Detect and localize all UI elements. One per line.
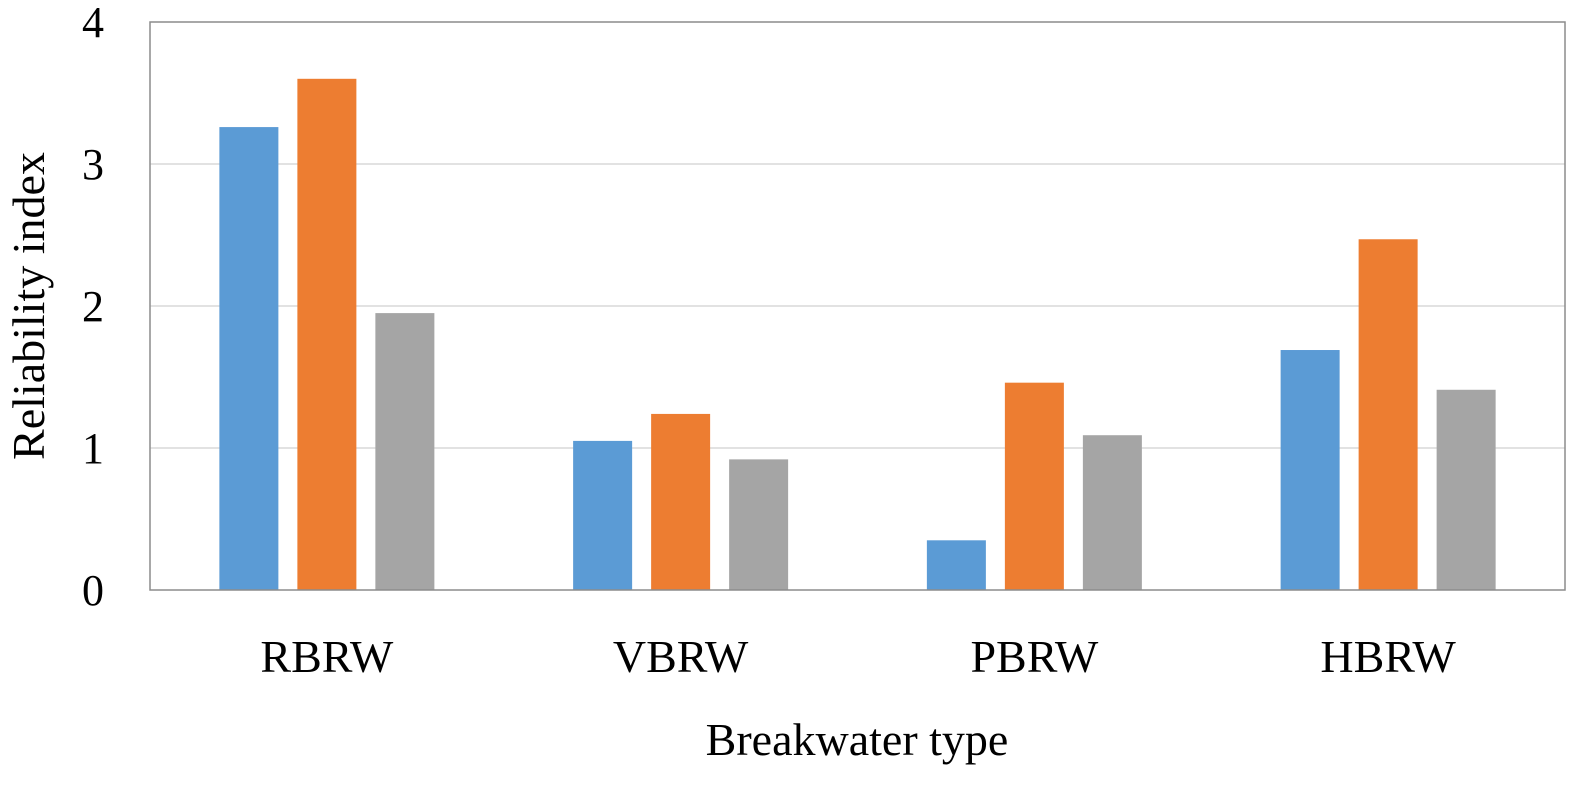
- bar-pbrw-series-1: [926, 540, 986, 590]
- y-tick-label: 4: [82, 0, 104, 47]
- x-tick-label: PBRW: [970, 631, 1098, 682]
- y-axis-title: Reliability index: [3, 152, 54, 460]
- bars: [219, 78, 1496, 591]
- bar-pbrw-series-3: [1082, 435, 1142, 590]
- x-axis-title: Breakwater type: [706, 714, 1009, 765]
- gridlines: [150, 163, 1565, 449]
- bar-rbrw-series-2: [297, 78, 357, 591]
- y-tick-label: 2: [82, 282, 104, 331]
- x-tick-labels: RBRW VBRW PBRW HBRW: [260, 631, 1456, 682]
- bar-rbrw-series-3: [375, 313, 435, 590]
- bar-hbrw-series-1: [1280, 350, 1340, 590]
- bar-vbrw-series-2: [651, 413, 711, 590]
- x-tick-label: HBRW: [1320, 631, 1456, 682]
- bar-pbrw-series-2: [1004, 382, 1064, 590]
- plot-frame: [149, 21, 1566, 591]
- bar-hbrw-series-3: [1436, 389, 1496, 590]
- bar-vbrw-series-3: [729, 459, 789, 590]
- y-tick-labels: 0 1 2 3 4: [82, 0, 104, 615]
- bar-hbrw-series-2: [1358, 239, 1418, 590]
- bar-vbrw-series-1: [573, 440, 633, 590]
- y-tick-label: 0: [82, 566, 104, 615]
- x-tick-label: VBRW: [613, 631, 749, 682]
- bar-rbrw-series-1: [219, 127, 279, 590]
- x-tick-label: RBRW: [260, 631, 394, 682]
- y-tick-label: 3: [82, 140, 104, 189]
- y-tick-label: 1: [82, 424, 104, 473]
